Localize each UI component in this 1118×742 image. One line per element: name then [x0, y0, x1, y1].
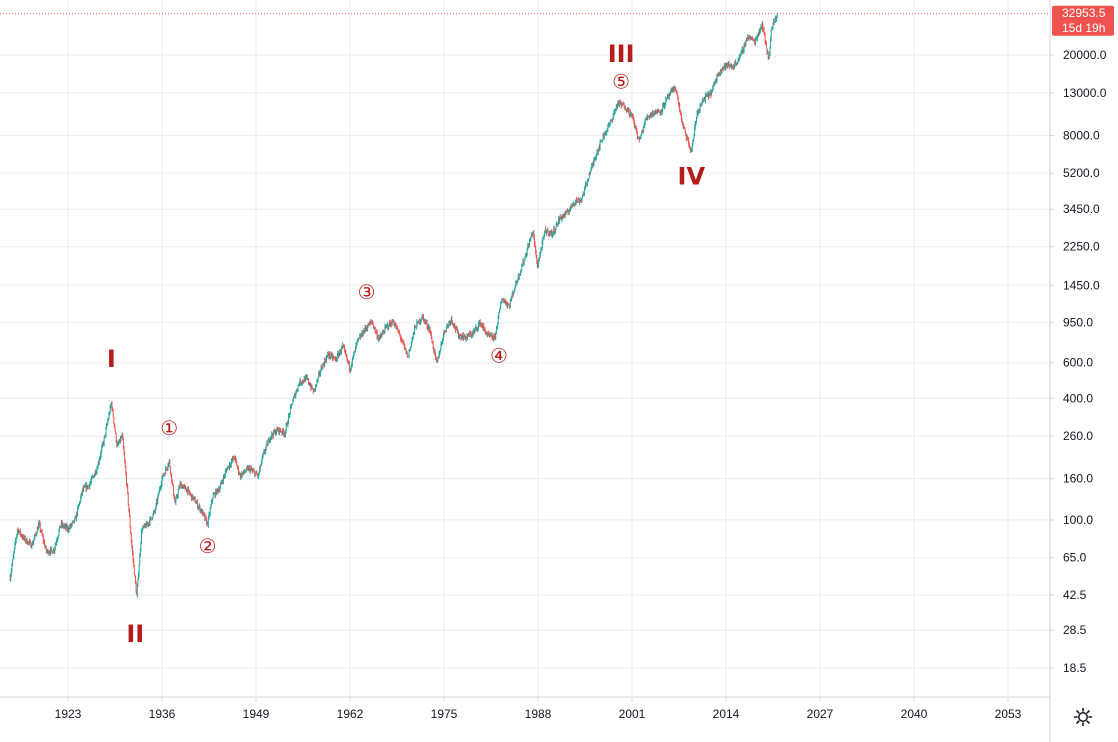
- x-tick-label: 1923: [55, 707, 82, 721]
- time-axis[interactable]: 1923 1936 1949 1962 1975 1988 2001 2014 2027 2040…: [55, 697, 1022, 721]
- wave-label-minor: ②: [199, 534, 217, 558]
- x-tick-label: 1962: [337, 707, 364, 721]
- y-tick-label: 18.5: [1063, 661, 1087, 675]
- x-tick-label: 2001: [619, 707, 646, 721]
- y-tick-label: 5200.0: [1063, 166, 1100, 180]
- x-tick-label: 2053: [995, 707, 1022, 721]
- x-tick-label: 1975: [431, 707, 458, 721]
- price-tag-background: [1052, 5, 1114, 36]
- y-tick-label: 160.0: [1063, 472, 1093, 486]
- wave-label-minor: ①: [160, 416, 178, 440]
- wave-label-minor: ④: [490, 344, 508, 368]
- wave-label-major: I: [107, 345, 116, 373]
- wave-label-major: II: [126, 620, 144, 648]
- y-tick-label: 3450.0: [1063, 202, 1100, 216]
- x-tick-label: 1936: [149, 707, 176, 721]
- y-tick-label: 600.0: [1063, 356, 1093, 370]
- bar-countdown: 15d 19h: [1062, 21, 1105, 35]
- y-tick-label: 8000.0: [1063, 128, 1100, 142]
- last-price-tag: 32953.5 15d 19h: [1052, 5, 1114, 36]
- x-tick-label: 1949: [243, 707, 270, 721]
- last-price-value: 32953.5: [1062, 6, 1106, 20]
- x-tick-label: 1988: [525, 707, 552, 721]
- chart-settings-button[interactable]: [1063, 700, 1103, 734]
- y-tick-label: 950.0: [1063, 315, 1093, 329]
- y-tick-label: 400.0: [1063, 391, 1093, 405]
- y-tick-label: 20000.0: [1063, 48, 1107, 62]
- wave-label-minor: ③: [358, 280, 376, 304]
- y-tick-label: 2250.0: [1063, 240, 1100, 254]
- price-axis[interactable]: 20000.0 13000.0 8000.0 5200.0 3450.0 2250.0 14…: [1050, 48, 1107, 675]
- y-tick-label: 42.5: [1063, 588, 1087, 602]
- y-tick-label: 1450.0: [1063, 278, 1100, 292]
- wave-label-minor: ⑤: [612, 70, 630, 94]
- x-tick-label: 2040: [901, 707, 928, 721]
- y-tick-label: 65.0: [1063, 551, 1087, 565]
- x-tick-label: 2014: [713, 707, 740, 721]
- x-tick-label: 2027: [807, 707, 834, 721]
- candle-series: [9, 12, 778, 598]
- y-tick-label: 28.5: [1063, 623, 1087, 637]
- gear-icon: [1073, 707, 1093, 727]
- wave-label-major: III: [608, 40, 635, 68]
- wave-label-major: IV: [678, 163, 706, 191]
- y-tick-label: 260.0: [1063, 429, 1093, 443]
- chart-grid: [0, 0, 1050, 697]
- y-tick-label: 100.0: [1063, 513, 1093, 527]
- y-tick-label: 13000.0: [1063, 86, 1107, 100]
